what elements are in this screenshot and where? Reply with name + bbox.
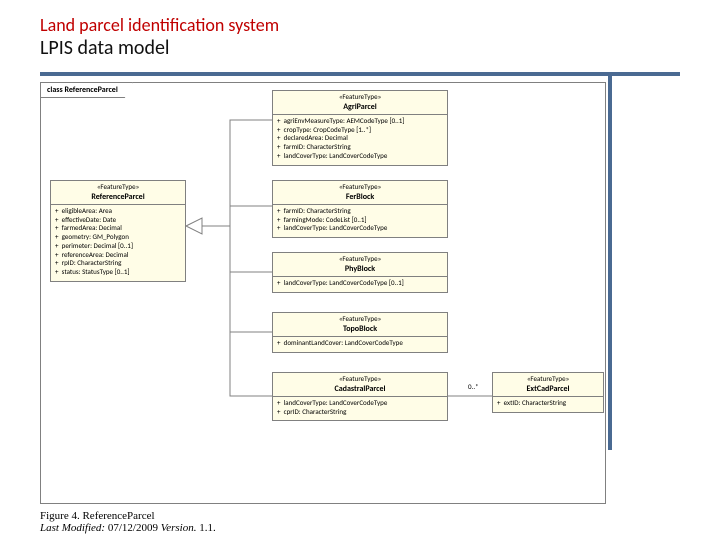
attr: landCoverType: LandCoverCodeType xyxy=(277,224,443,233)
attr: declaredArea: Decimal xyxy=(277,134,443,143)
stereotype: «FeatureType» xyxy=(277,255,443,264)
class-ferblock: «FeatureType» FerBlock farmID: Character… xyxy=(272,180,448,238)
stereotype: «FeatureType» xyxy=(277,93,443,102)
attr: cropType: CropCodeType [1..*] xyxy=(277,126,443,135)
class-cadastralparcel: «FeatureType» CadastralParcel landCoverT… xyxy=(272,372,448,421)
attr: referenceArea: Decimal xyxy=(55,251,181,260)
attr: farmID: CharacterString xyxy=(277,143,443,152)
stereotype: «FeatureType» xyxy=(277,183,443,192)
stereotype: «FeatureType» xyxy=(55,183,181,192)
stereotype: «FeatureType» xyxy=(497,375,599,384)
slide-header: Land parcel identification system LPIS d… xyxy=(0,0,720,64)
figure-footer: Figure 4. ReferenceParcel Last Modified:… xyxy=(40,510,216,534)
version-value: 1.1. xyxy=(199,522,216,534)
attr: farmingMode: CodeList [0..1] xyxy=(277,216,443,225)
attr: agriEnvMeasureType: AEMCodeType [0..1] xyxy=(277,117,443,126)
class-attrs: eligibleArea: Area effectiveDate: Date f… xyxy=(51,205,185,281)
class-topoblock: «FeatureType» TopoBlock dominantLandCove… xyxy=(272,312,448,353)
class-attrs: landCoverType: LandCoverCodeType cprID: … xyxy=(273,397,447,421)
attr: landCoverType: LandCoverCodeType xyxy=(277,152,443,161)
title-line-1: Land parcel identification system xyxy=(40,14,720,36)
class-extcadparcel: «FeatureType» ExtCadParcel extID: Charac… xyxy=(492,372,604,413)
class-name: AgriParcel xyxy=(277,102,443,112)
class-name: PhyBlock xyxy=(277,264,443,274)
attr: farmID: CharacterString xyxy=(277,207,443,216)
class-attrs: extID: CharacterString xyxy=(493,397,603,412)
multiplicity-label: 0..* xyxy=(468,382,479,391)
class-name: CadastralParcel xyxy=(277,384,443,394)
class-referenceparcel: «FeatureType» ReferenceParcel eligibleAr… xyxy=(50,180,186,282)
attr: perimeter: Decimal [0..1] xyxy=(55,242,181,251)
attr: landCoverType: LandCoverCodeType [0..1] xyxy=(277,279,443,288)
version-label: Version. xyxy=(161,522,197,534)
attr: cprID: CharacterString xyxy=(277,408,443,417)
right-vertical-bar xyxy=(608,76,612,450)
last-modified-label: Last Modified: xyxy=(40,522,105,534)
class-name: ExtCadParcel xyxy=(497,384,599,394)
figure-caption: Figure 4. ReferenceParcel xyxy=(40,510,216,522)
attr: extID: CharacterString xyxy=(497,399,599,408)
class-attrs: dominantLandCover: LandCoverCodeType xyxy=(273,337,447,352)
class-agriparcel: «FeatureType» AgriParcel agriEnvMeasureT… xyxy=(272,90,448,166)
class-attrs: agriEnvMeasureType: AEMCodeType [0..1] c… xyxy=(273,115,447,165)
class-name: ReferenceParcel xyxy=(55,192,181,202)
attr: rpID: CharacterString xyxy=(55,259,181,268)
uml-frame-label: class ReferenceParcel xyxy=(40,82,133,98)
class-attrs: farmID: CharacterString farmingMode: Cod… xyxy=(273,205,447,237)
class-name: FerBlock xyxy=(277,192,443,202)
attr: status: StatusType [0..1] xyxy=(55,268,181,277)
class-name: TopoBlock xyxy=(277,324,443,334)
attr: farmedArea: Decimal xyxy=(55,224,181,233)
class-attrs: landCoverType: LandCoverCodeType [0..1] xyxy=(273,277,447,292)
attr: effectiveDate: Date xyxy=(55,216,181,225)
stereotype: «FeatureType» xyxy=(277,315,443,324)
attr: geometry: GM_Polygon xyxy=(55,233,181,242)
last-modified-value: 07/12/2009 xyxy=(108,522,158,534)
attr: eligibleArea: Area xyxy=(55,207,181,216)
class-phyblock: «FeatureType» PhyBlock landCoverType: La… xyxy=(272,252,448,293)
diagram-canvas: class ReferenceParcel 0..* «FeatureType»… xyxy=(40,76,680,504)
title-line-2: LPIS data model xyxy=(40,36,720,60)
stereotype: «FeatureType» xyxy=(277,375,443,384)
attr: landCoverType: LandCoverCodeType xyxy=(277,399,443,408)
attr: dominantLandCover: LandCoverCodeType xyxy=(277,339,443,348)
